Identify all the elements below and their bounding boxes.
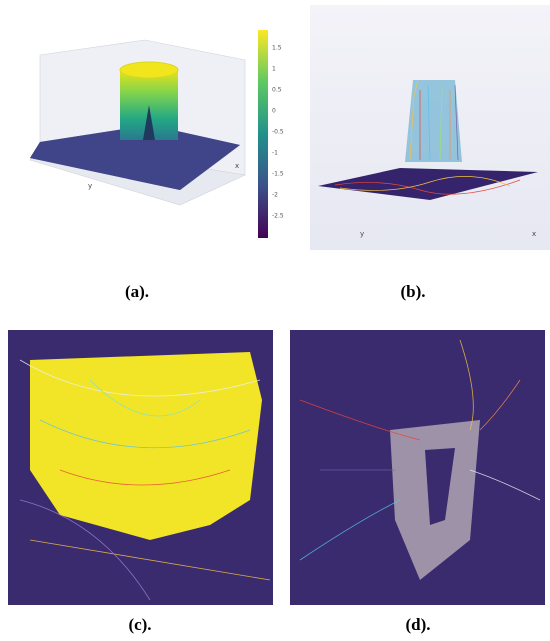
colorbar-tick-label: 1.5 (272, 45, 282, 52)
colorbar-tick-label: -0.5 (272, 129, 284, 136)
panel-c (8, 330, 273, 605)
page: {"figure": {"panels": [ {"caption": "(a)… (0, 0, 550, 641)
colorbar-ticks: 1.5 1 0.5 0 -0.5 -1 -1.5 -2 -2.5 (272, 45, 284, 220)
colorbar-tick-label: 0.5 (272, 87, 282, 94)
caption: (a). (125, 282, 149, 301)
colorbar-tick-label: 1 (272, 66, 276, 73)
panel-b: y x (310, 5, 550, 250)
caption: (d). (405, 615, 430, 634)
axis-label: x (532, 230, 536, 238)
panel-a: y x 1.5 1 0.5 0 -0.5 -1 -1.5 -2 -2.5 (30, 30, 284, 238)
colorbar-tick-label: 0 (272, 108, 276, 115)
axis-label: x (235, 162, 239, 170)
colorbar-tick-label: -2 (272, 192, 278, 199)
colorbar-tick-label: -1 (272, 150, 278, 157)
caption: (b). (400, 282, 425, 301)
figure: y x 1.5 1 0.5 0 -0.5 -1 -1.5 -2 -2.5 (a). y x (b… (0, 0, 550, 641)
axis-label: y (360, 230, 364, 238)
colorbar-tick-label: -1.5 (272, 171, 284, 178)
axis-label: y (88, 182, 92, 190)
caption: (c). (128, 615, 151, 634)
colorbar-tick-label: -2.5 (272, 213, 284, 220)
panel-d (290, 330, 545, 605)
